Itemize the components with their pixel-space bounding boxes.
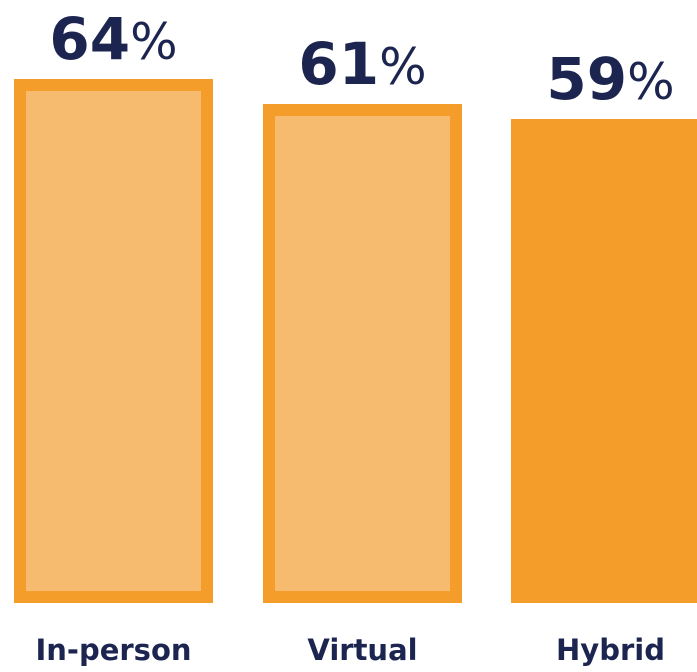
category-label: Hybrid <box>556 633 665 667</box>
value-percent-sign: % <box>627 53 675 111</box>
value-label: 59% <box>546 45 674 113</box>
value-labels-group: 64% 61% 59% <box>49 5 674 113</box>
category-labels-group: In-person Virtual Hybrid <box>35 633 664 667</box>
category-label: In-person <box>35 633 191 667</box>
category-label: Virtual <box>307 633 417 667</box>
value-number: 59 <box>546 45 627 113</box>
value-label: 64% <box>49 5 177 73</box>
bars-group <box>14 79 697 603</box>
bar-hybrid <box>511 119 697 603</box>
value-label: 61% <box>298 30 426 98</box>
value-percent-sign: % <box>379 38 427 96</box>
value-percent-sign: % <box>130 13 178 71</box>
bar-in-person <box>14 79 213 603</box>
bar-virtual <box>263 104 462 603</box>
value-number: 64 <box>49 5 130 73</box>
value-number: 61 <box>298 30 379 98</box>
